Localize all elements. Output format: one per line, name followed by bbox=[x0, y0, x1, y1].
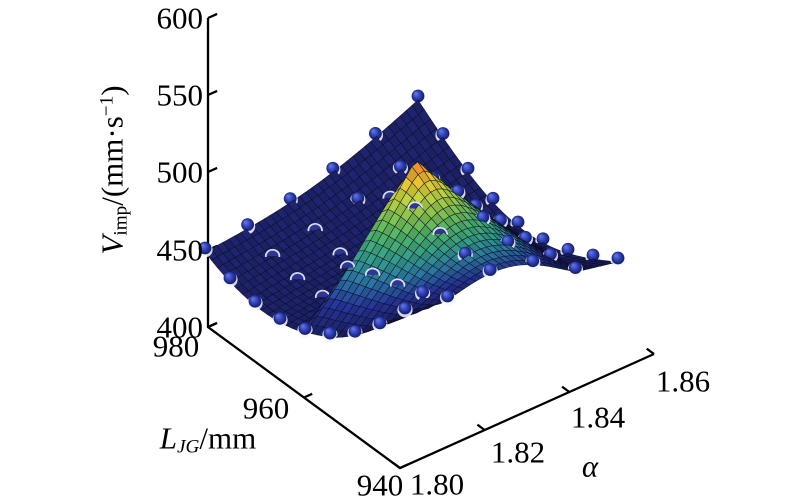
label-part: α bbox=[581, 448, 599, 484]
label-part: imp bbox=[110, 205, 132, 236]
label-part: L bbox=[159, 420, 177, 456]
x-tick-label: 1.86 bbox=[655, 363, 711, 399]
z-tick-label: 450 bbox=[156, 232, 204, 268]
z-tick-label: 500 bbox=[156, 154, 204, 190]
z-tick-label: 550 bbox=[156, 77, 204, 113]
x-tick-label: 1.84 bbox=[570, 399, 626, 435]
y-axis-label: LJG/mm bbox=[159, 420, 257, 457]
label-part: JG bbox=[177, 436, 200, 458]
y-tick-label: 980 bbox=[152, 328, 200, 364]
y-tick-label: 940 bbox=[356, 467, 404, 503]
x-tick-label: 1.82 bbox=[490, 434, 546, 470]
label-part: /mm bbox=[199, 420, 257, 456]
y-tick-label: 960 bbox=[242, 390, 290, 426]
z-tick-label: 400 bbox=[156, 309, 204, 345]
z-axis-label: Vimp/(mm·s−1) bbox=[94, 85, 132, 255]
x-tick-label: 1.80 bbox=[409, 466, 465, 502]
z-tick-label: 600 bbox=[156, 0, 204, 36]
label-part: −1 bbox=[96, 95, 118, 117]
label-part: ) bbox=[94, 85, 130, 96]
x-axis-label: α bbox=[582, 451, 598, 482]
label-part: V bbox=[94, 235, 130, 255]
label-part: /(mm·s bbox=[94, 116, 130, 206]
